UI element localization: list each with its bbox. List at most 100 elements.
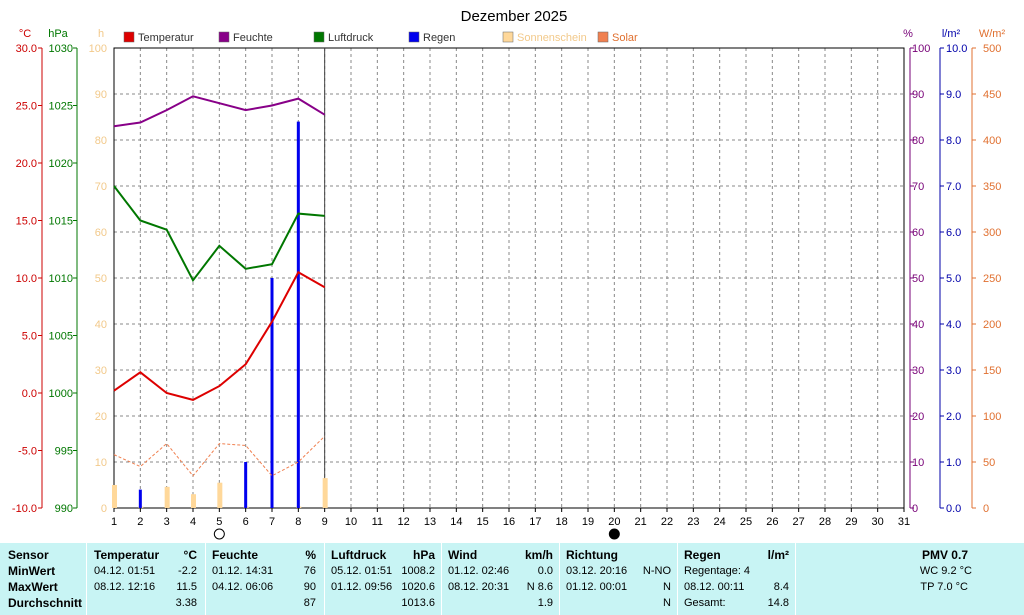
x-tick-label: 28 <box>819 516 831 528</box>
stats-feuchte: Feuchte% 01.12. 14:31 76 04.12. 06:06 90 8… <box>206 543 324 615</box>
sunshine-bar <box>164 486 170 508</box>
temp-tick: -10.0 <box>12 503 37 515</box>
rain-bar <box>270 278 274 508</box>
stats-temperatur: Temperatur °C 04.12. 01:51 -2.2 08.12. 12:… <box>87 543 205 615</box>
sunshine-bar <box>322 478 328 508</box>
sunshine-tick: 70 <box>95 181 107 193</box>
legend-label: Temperatur <box>138 32 194 44</box>
series-lines <box>113 95 326 477</box>
sunshine-tick: 100 <box>89 43 107 55</box>
temp-tick: 20.0 <box>16 158 37 170</box>
sunshine-tick: 20 <box>95 411 107 423</box>
humidity-avg: 87 <box>303 597 316 609</box>
direction-min-time: 03.12. 20:16 <box>566 565 628 577</box>
x-tick-label: 23 <box>687 516 699 528</box>
legend: Temperatur Feuchte Luftdruck Regen Sonnensch… <box>123 31 638 44</box>
x-tick-label: 9 <box>322 516 328 528</box>
x-tick-label: 26 <box>766 516 778 528</box>
stats-panel: Sensor MinWert MaxWert Durchschnitt Temp… <box>0 543 1024 615</box>
rain-days: Regentage: 4 <box>684 565 751 577</box>
stats-luftdruck: Luftdruck hPa 05.12. 01:51 1008.2 01.12. 0… <box>325 543 441 615</box>
pressure-avg: 1013.6 <box>401 597 435 609</box>
sunshine-bar <box>217 482 223 508</box>
weather-chart: Dezember 2025 Temperatur Feuchte Luftdruck… <box>12 8 1006 540</box>
temp-tick: 5.0 <box>22 331 37 343</box>
legend-label: Sonnenschein <box>517 32 587 44</box>
legend-swatch <box>218 31 230 43</box>
temp-unit: °C <box>183 548 197 562</box>
temp-tick: 30.0 <box>16 43 37 55</box>
temp-tick: 25.0 <box>16 101 37 113</box>
pressure-tick: 990 <box>55 503 73 515</box>
stats-regen: Regen l/m² Regentage: 4 08.12. 00:11 8.4 G… <box>678 543 795 615</box>
humidity-tick: 0 <box>912 503 918 515</box>
rain-unit: l/m² <box>767 548 789 562</box>
sunshine-tick: 80 <box>95 135 107 147</box>
temp-title: Temperatur <box>94 548 160 562</box>
direction-min: N-NO <box>642 565 671 577</box>
wind-unit: km/h <box>524 548 553 562</box>
pressure-tick: 1005 <box>49 331 73 343</box>
pressure-unit: hPa <box>412 548 435 562</box>
humidity-title: Feuchte <box>212 548 259 562</box>
sunshine-unit-label: h <box>98 28 104 40</box>
solar-tick: 500 <box>983 43 1001 55</box>
pressure-tick: 1000 <box>49 388 73 400</box>
rain-tick: 8.0 <box>946 135 961 147</box>
humidity-tick: 90 <box>912 89 924 101</box>
sunshine-tick: 40 <box>95 319 107 331</box>
rain-max-time: 08.12. 00:11 <box>684 581 745 593</box>
solar-tick: 300 <box>983 227 1001 239</box>
solar-tick: 200 <box>983 319 1001 331</box>
x-tick-label: 6 <box>243 516 249 528</box>
x-tick-label: 14 <box>450 516 462 528</box>
x-tick-label: 25 <box>740 516 752 528</box>
sunshine-tick: 10 <box>95 457 107 469</box>
x-tick-label: 12 <box>398 516 410 528</box>
rain-total-label: Gesamt: <box>684 597 726 609</box>
right-axes: 100908070605040302010010.09.08.07.06.05.… <box>909 43 1001 515</box>
new-moon-icon <box>608 528 620 540</box>
rain-tick: 0.0 <box>946 503 961 515</box>
sensor-title: Sensor <box>8 548 49 562</box>
legend-label: Regen <box>423 32 455 44</box>
rain-bar <box>296 121 300 508</box>
rain-max: 8.4 <box>773 581 789 593</box>
humidity-unit: % <box>305 548 316 562</box>
pressure-tick: 1030 <box>49 43 73 55</box>
humidity-tick: 60 <box>912 227 924 239</box>
pressure-min: 1008.2 <box>401 565 435 577</box>
humidity-unit-label: % <box>903 28 913 40</box>
humidity-tick: 80 <box>912 135 924 147</box>
x-tick-label: 3 <box>164 516 170 528</box>
humidity-min: 76 <box>303 565 316 577</box>
legend-swatch <box>408 31 420 43</box>
wind-avg: 1.9 <box>537 597 553 609</box>
x-tick-label: 27 <box>793 516 805 528</box>
series-line-luftdruck <box>113 185 325 283</box>
x-tick-label: 8 <box>295 516 301 528</box>
pressure-max: 1020.6 <box>401 581 435 593</box>
rain-tick: 2.0 <box>946 411 961 423</box>
sunshine-tick: 60 <box>95 227 107 239</box>
humidity-max: 90 <box>303 581 316 593</box>
rain-title: Regen <box>684 548 721 562</box>
legend-swatch <box>313 31 325 43</box>
rain-tick: 1.0 <box>946 457 961 469</box>
bars <box>112 121 328 508</box>
humidity-tick: 40 <box>912 319 924 331</box>
temp-max-time: 08.12. 12:16 <box>94 581 156 593</box>
solar-tick: 350 <box>983 181 1001 193</box>
sunshine-tick: 50 <box>95 273 107 285</box>
axis-units: °C hPa h% l/m² W/m² <box>19 28 1006 40</box>
humidity-tick: 100 <box>912 43 930 55</box>
x-tick-label: 2 <box>137 516 143 528</box>
x-tick-label: 15 <box>477 516 489 528</box>
pressure-title: Luftdruck <box>331 548 387 562</box>
x-tick-label: 22 <box>661 516 673 528</box>
temp-tick: -5.0 <box>18 446 37 458</box>
x-tick-label: 5 <box>216 516 222 528</box>
pmv-tp: TP 7.0 °C <box>920 581 968 593</box>
series-line-solar <box>113 435 326 477</box>
legend-swatch <box>597 31 609 43</box>
